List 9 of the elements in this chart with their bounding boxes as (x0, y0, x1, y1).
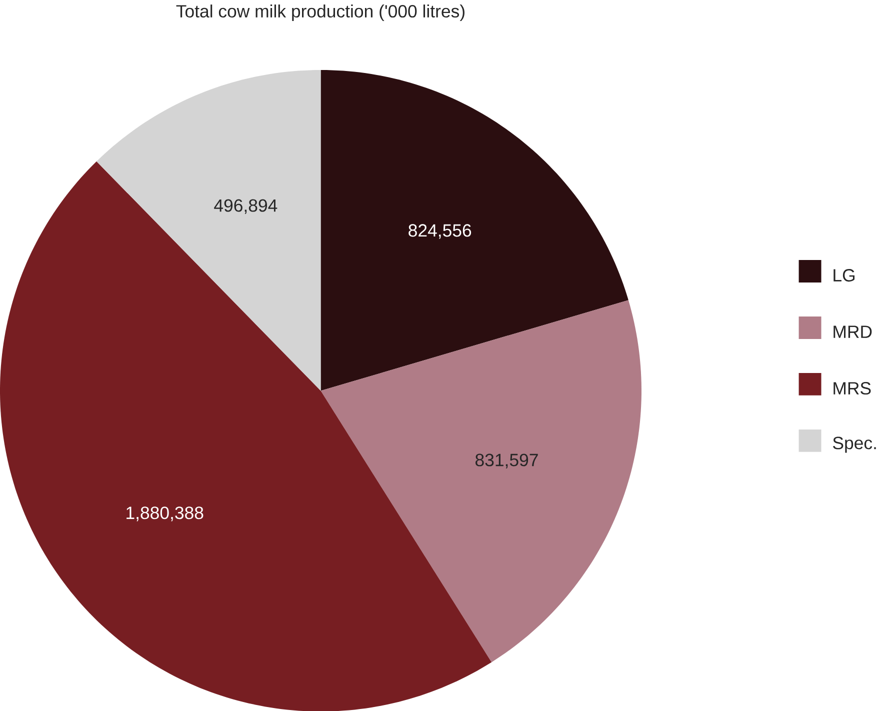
data-label: 831,597 (476, 454, 538, 468)
legend-label: MRS (834, 382, 871, 394)
legend-label: MRD (834, 325, 872, 338)
legend-label: Spec. (833, 436, 876, 453)
data-label: 496,894 (214, 199, 278, 214)
data-label: 1,880,388 (126, 506, 204, 521)
data-label: 824,556 (408, 224, 472, 239)
legend-label: LG (834, 268, 854, 282)
chart-title: Total cow milk production ('000 litres) (176, 4, 464, 21)
